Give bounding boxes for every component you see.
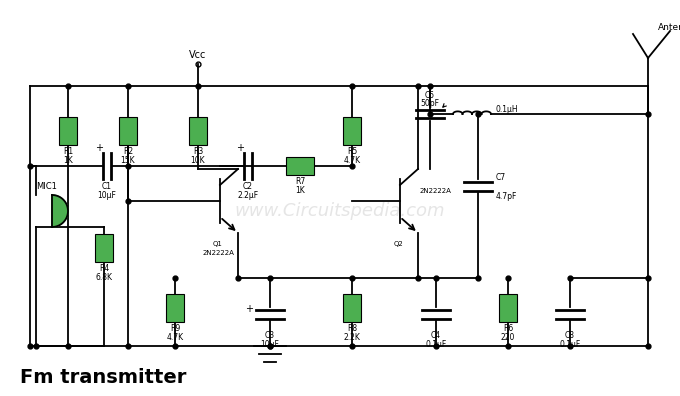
Text: R9: R9 [170,324,180,333]
Text: +: + [236,143,244,153]
Text: C3: C3 [265,331,275,340]
Text: Q1: Q1 [213,241,223,247]
Text: 1K: 1K [63,156,73,165]
Text: R6: R6 [503,324,513,333]
Text: R7: R7 [295,177,305,186]
Bar [189,117,207,145]
Text: R4: R4 [99,264,109,273]
Text: 0.1μH: 0.1μH [495,105,517,114]
Text: R1: R1 [63,147,73,156]
Text: 2N2222A: 2N2222A [420,188,452,194]
Text: Fm transmitter: Fm transmitter [20,368,186,387]
Text: 2N2222A: 2N2222A [202,250,234,256]
Text: R2: R2 [123,147,133,156]
Bar [59,117,77,145]
Text: 15K: 15K [120,156,135,165]
Text: 10K: 10K [190,156,205,165]
Bar [343,294,361,322]
Bar [166,294,184,322]
Bar [95,234,113,262]
Text: R3: R3 [193,147,203,156]
Text: 10μF: 10μF [97,191,116,200]
Text: MIC1: MIC1 [36,182,57,191]
Text: C7: C7 [496,173,506,182]
Text: 10μF: 10μF [260,340,279,349]
Text: R8: R8 [347,324,357,333]
Text: R5: R5 [347,147,357,156]
Text: 6.8K: 6.8K [95,273,112,282]
Bar [119,117,137,145]
Text: 1K: 1K [295,186,305,195]
Text: +: + [95,143,103,153]
Text: +: + [245,305,253,314]
Polygon shape [52,195,68,227]
Text: 50pF: 50pF [420,99,439,108]
Text: 0.1μF: 0.1μF [560,340,581,349]
Text: Vcc: Vcc [189,50,207,60]
Text: 2.2μF: 2.2μF [237,191,258,200]
Text: 4.7pF: 4.7pF [496,192,517,201]
Text: Q2: Q2 [393,241,403,247]
Text: C1: C1 [102,182,112,191]
Bar [286,157,314,175]
Text: C4: C4 [431,331,441,340]
Text: 4.7K: 4.7K [167,333,184,342]
Text: C8: C8 [565,331,575,340]
Bar [343,117,361,145]
Text: C2: C2 [243,182,253,191]
Text: 220: 220 [500,333,515,342]
Text: 0.1μF: 0.1μF [426,340,447,349]
Text: 4.7K: 4.7K [343,156,360,165]
Text: 2.2K: 2.2K [343,333,360,342]
Text: Antenna: Antenna [658,23,680,32]
Text: C5: C5 [425,91,435,100]
Text: www.Circuitspedia.com: www.Circuitspedia.com [235,202,445,220]
Bar [499,294,517,322]
